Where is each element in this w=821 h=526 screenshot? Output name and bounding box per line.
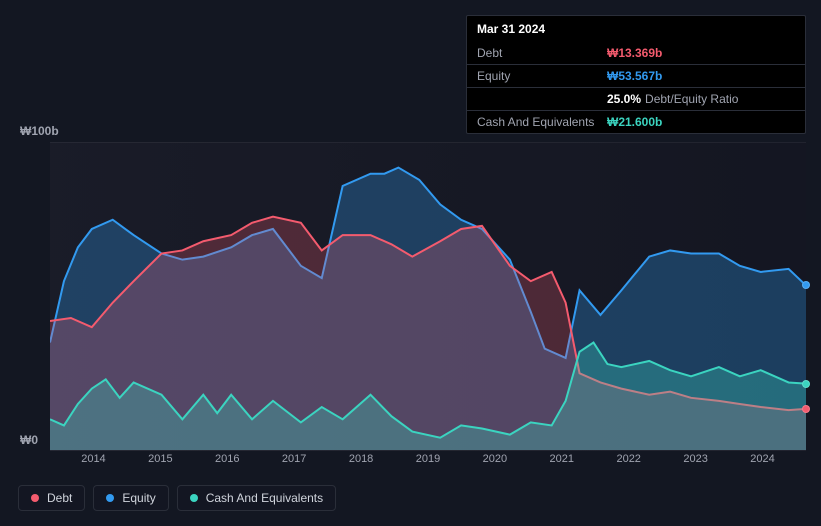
legend-label: Equity [122,491,155,505]
info-row: 25.0% Debt/Equity Ratio [467,88,805,111]
x-tick: 2016 [194,453,261,471]
info-row-value: ₩53.567b [607,69,662,83]
debt-end-marker-icon [802,405,810,413]
info-row-label: Cash And Equivalents [477,115,607,129]
x-tick: 2022 [595,453,662,471]
info-row-extra: Debt/Equity Ratio [645,92,738,106]
info-row: Cash And Equivalents₩21.600b [467,111,805,133]
plot-area[interactable] [50,142,806,451]
legend-item[interactable]: Cash And Equivalents [177,485,336,511]
info-row: Equity₩53.567b [467,65,805,88]
legend-item[interactable]: Equity [93,485,168,511]
chart-area: ₩100b ₩0 2014201520162017201820192020202… [15,120,806,471]
x-tick: 2020 [461,453,528,471]
legend-dot-icon [190,494,198,502]
x-tick: 2024 [729,453,796,471]
legend-item[interactable]: Debt [18,485,85,511]
x-tick: 2018 [328,453,395,471]
x-tick: 2019 [395,453,462,471]
legend-label: Debt [47,491,72,505]
legend-label: Cash And Equivalents [206,491,323,505]
chart-svg [50,143,806,450]
info-row-label: Equity [477,69,607,83]
equity-end-marker-icon [802,281,810,289]
x-tick: 2021 [528,453,595,471]
legend-dot-icon [106,494,114,502]
info-row-label: Debt [477,46,607,60]
y-axis-bottom-label: ₩0 [20,433,38,447]
x-tick: 2023 [662,453,729,471]
y-axis-top-label: ₩100b [20,124,59,138]
legend: Debt Equity Cash And Equivalents [18,485,336,511]
info-date: Mar 31 2024 [467,16,805,42]
x-tick: 2014 [60,453,127,471]
legend-dot-icon [31,494,39,502]
x-axis: 2014201520162017201820192020202120222023… [50,453,806,471]
info-row-value: ₩13.369b [607,46,662,60]
hover-info-panel: Mar 31 2024 Debt₩13.369bEquity₩53.567b25… [466,15,806,134]
info-row-value: ₩21.600b [607,115,662,129]
cash-end-marker-icon [802,380,810,388]
x-tick: 2015 [127,453,194,471]
x-tick: 2017 [261,453,328,471]
info-row: Debt₩13.369b [467,42,805,65]
info-row-value: 25.0% [607,92,641,106]
